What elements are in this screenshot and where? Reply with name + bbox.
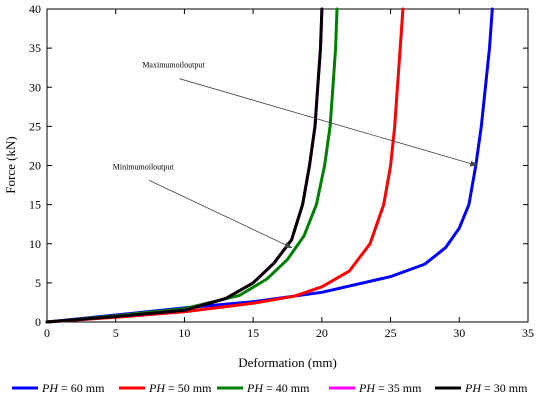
legend-item: PH = 40 mm (246, 381, 310, 395)
y-tick-label: 15 (29, 198, 41, 212)
legend-suffix: = 30 mm (481, 381, 528, 395)
plot-frame (46, 8, 529, 323)
series-line (45, 7, 405, 324)
x-tick-label: 25 (385, 326, 397, 340)
series-line (45, 7, 339, 324)
legend-item: PH = 60 mm (41, 381, 105, 395)
x-tick-label: 10 (178, 326, 190, 340)
series-lines (45, 7, 494, 324)
y-tick-label: 30 (29, 80, 41, 94)
x-tick-label: 30 (453, 326, 465, 340)
y-tick-label: 20 (29, 159, 41, 173)
series-line (45, 7, 494, 324)
y-tick-label: 10 (29, 237, 41, 251)
x-tick-label: 5 (113, 326, 119, 340)
annotation-arrow (179, 78, 479, 167)
legend-prefix: PH (148, 381, 166, 395)
legend-suffix: = 50 mm (165, 381, 212, 395)
y-tick-label: 40 (29, 2, 41, 16)
y-axis-label: Force (kN) (3, 136, 18, 193)
annotation-arrow (149, 180, 293, 249)
series-line (45, 7, 324, 324)
legend: PH = 60 mm PH = 50 mm PH = 40 mm PH = 35 mm… (12, 381, 528, 395)
y-tick-label: 35 (29, 41, 41, 55)
legend-prefix: PH (464, 381, 482, 395)
x-tick-label: 0 (44, 326, 50, 340)
annotations: Maximumoiloutput Minimumoiloutput (113, 61, 479, 249)
axis-ticks: 0 5 10 15 20 25 30 35 0 5 10 15 20 25 30 35 40 (29, 2, 534, 340)
legend-item: PH = 35 mm (358, 381, 422, 395)
legend-prefix: PH (358, 381, 376, 395)
x-axis-label: Deformation (mm) (238, 355, 337, 370)
y-tick-label: 0 (35, 315, 41, 329)
x-tick-label: 15 (247, 326, 259, 340)
legend-suffix: = 60 mm (58, 381, 105, 395)
y-tick-label: 5 (35, 276, 41, 290)
legend-suffix: = 35 mm (375, 381, 422, 395)
legend-prefix: PH (246, 381, 264, 395)
y-tick-label: 25 (29, 119, 41, 133)
legend-suffix: = 40 mm (263, 381, 310, 395)
x-tick-label: 20 (316, 326, 328, 340)
annotation-text: Minimumoiloutput (113, 162, 175, 171)
legend-item: PH = 30 mm (464, 381, 528, 395)
annotation-text: Maximumoiloutput (142, 61, 205, 70)
x-tick-label: 35 (522, 326, 534, 340)
legend-item: PH = 50 mm (148, 381, 212, 395)
legend-prefix: PH (41, 381, 59, 395)
